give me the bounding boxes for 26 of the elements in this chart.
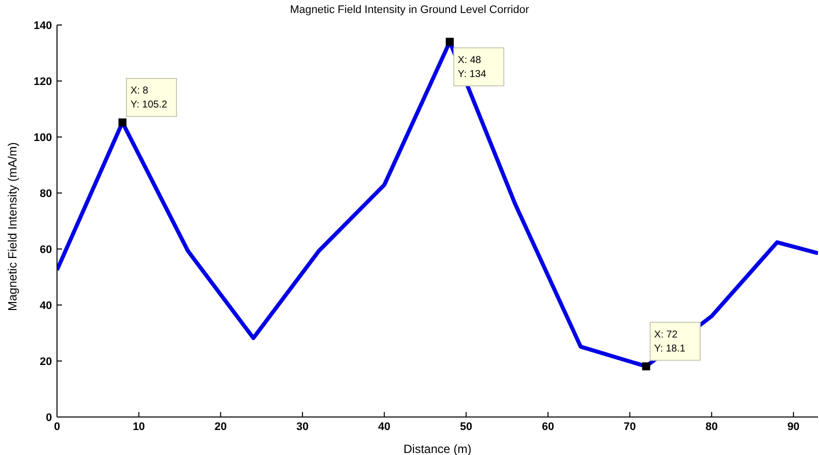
y-tick-label: 140 bbox=[34, 20, 52, 32]
annotation: X: 72 Y: 18.1 bbox=[654, 329, 686, 354]
x-tick-label: 80 bbox=[706, 420, 718, 433]
y-tick-label: 80 bbox=[40, 188, 52, 200]
annotation: X: 8 Y: 105.2 bbox=[130, 85, 168, 110]
y-tick-label: 100 bbox=[34, 132, 52, 144]
x-tick-label: 30 bbox=[296, 420, 309, 433]
x-tick-label: 60 bbox=[542, 420, 554, 433]
x-tick-label: 0 bbox=[54, 420, 60, 433]
x-tick-label: 50 bbox=[460, 420, 472, 433]
y-tick-label: 120 bbox=[34, 76, 52, 88]
y-tick-label: 60 bbox=[40, 244, 52, 256]
x-tick-label: 70 bbox=[624, 420, 636, 433]
point bbox=[642, 362, 650, 370]
x-tick-label: 40 bbox=[378, 420, 390, 433]
x-tick-label: 10 bbox=[132, 420, 145, 433]
y-tick-label: 40 bbox=[40, 300, 52, 312]
point bbox=[118, 118, 126, 126]
point bbox=[446, 38, 454, 46]
y-tick-label: 20 bbox=[40, 356, 52, 368]
y-axis-title: Magnetic Field Intensity (mA/m) bbox=[5, 142, 20, 311]
x-tick-label: 90 bbox=[787, 420, 800, 433]
y-tick-label: 0 bbox=[46, 412, 52, 424]
x-tick-label: 20 bbox=[214, 420, 227, 433]
annotation: X: 48 Y: 134 bbox=[458, 54, 487, 80]
chart-title: Magnetic Field Intensity in Ground Level Corridor bbox=[288, 4, 530, 16]
